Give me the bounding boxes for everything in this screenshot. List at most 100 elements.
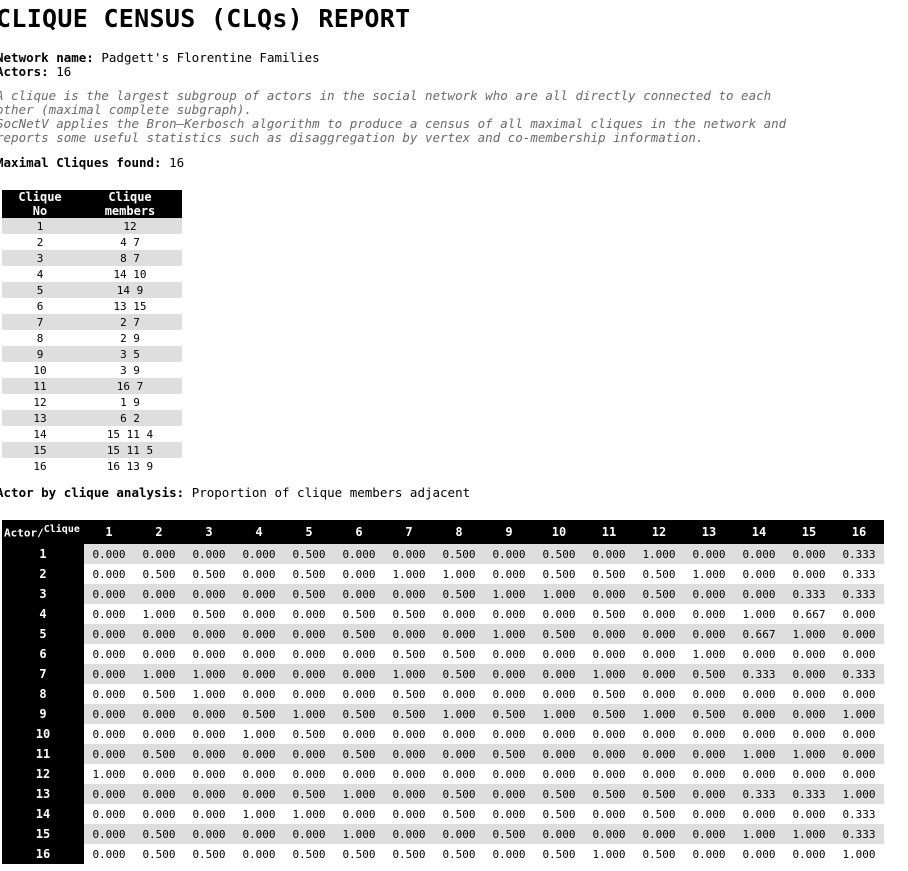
proportion-cell: 0.333 xyxy=(834,584,884,604)
proportion-cell: 0.500 xyxy=(534,784,584,804)
proportion-cell: 0.000 xyxy=(284,824,334,844)
clique-column-header: 15 xyxy=(784,520,834,544)
proportion-cell: 0.500 xyxy=(292,567,326,581)
actor-row: 3 0.000 0.000 0.000 0.000 0.500 0.000 0.000 0.50… xyxy=(2,584,884,604)
proportion-cell: 0.000 xyxy=(692,687,726,701)
proportion-cell: 0.000 xyxy=(92,807,126,821)
proportion-cell: 0.000 xyxy=(584,824,634,844)
proportion-cell: 1.000 xyxy=(834,704,884,724)
clique-column-header: 7 xyxy=(384,520,434,544)
actor-analysis-label: Actor by clique analysis: xyxy=(0,485,185,500)
proportion-cell: 0.000 xyxy=(584,744,634,764)
proportion-cell: 0.500 xyxy=(292,847,326,861)
proportion-cell: 0.000 xyxy=(184,584,234,604)
corner-actor-label: Actor/ xyxy=(4,526,44,540)
proportion-cell: 0.500 xyxy=(534,624,584,644)
clique-column-header: 8 xyxy=(434,520,484,544)
proportion-cell: 0.000 xyxy=(392,727,426,741)
description-line-2: other (maximal complete subgraph). xyxy=(0,102,252,117)
matrix-header-row: Actor/Clique 1 2 3 4 5 6 7 8 9 10 11 12 13 14 15 16 xyxy=(2,520,884,544)
proportion-cell: 0.500 xyxy=(584,704,634,724)
proportion-cell: 0.000 xyxy=(684,744,734,764)
proportion-cell: 0.000 xyxy=(434,744,484,764)
proportion-cell: 1.000 xyxy=(692,647,726,661)
clique-column-header: 11 xyxy=(584,520,634,544)
proportion-cell: 1.000 xyxy=(734,824,784,844)
clique-no-header: Clique No xyxy=(2,190,78,218)
proportion-cell: 0.000 xyxy=(184,744,234,764)
proportion-cell: 0.000 xyxy=(842,647,876,661)
proportion-cell: 0.000 xyxy=(242,687,276,701)
proportion-cell: 1.000 xyxy=(284,704,334,724)
proportion-cell: 0.000 xyxy=(634,824,684,844)
actor-analysis-line: Actor by clique analysis: Proportion of … xyxy=(0,485,470,500)
proportion-cell: 1.000 xyxy=(584,664,634,684)
actor-row-header: 16 xyxy=(2,844,84,864)
proportion-cell: 0.000 xyxy=(342,567,376,581)
proportion-cell: 0.000 xyxy=(592,647,626,661)
proportion-cell: 0.000 xyxy=(142,727,176,741)
proportion-cell: 0.000 xyxy=(84,544,134,564)
cliques-found-line: Maximal Cliques found: 16 xyxy=(0,155,184,170)
cliques-found-label: Maximal Cliques found: xyxy=(0,155,162,170)
clique-members-cell: 2 7 xyxy=(78,314,182,330)
clique-description: A clique is the largest subgroup of acto… xyxy=(0,89,786,145)
proportion-cell: 1.000 xyxy=(292,807,326,821)
clique-row: 15 15 11 5 xyxy=(2,442,182,458)
actor-row-header: 9 xyxy=(2,704,84,724)
proportion-cell: 0.000 xyxy=(734,704,784,724)
actor-row-header: 15 xyxy=(2,824,84,844)
proportion-cell: 0.333 xyxy=(842,567,876,581)
actor-row-header: 13 xyxy=(2,784,84,804)
clique-column-header: 2 xyxy=(134,520,184,544)
proportion-cell: 0.000 xyxy=(592,727,626,741)
proportion-cell: 0.000 xyxy=(442,727,476,741)
proportion-cell: 1.000 xyxy=(384,664,434,684)
proportion-cell: 0.000 xyxy=(92,847,126,861)
proportion-cell: 0.500 xyxy=(284,784,334,804)
proportion-cell: 0.000 xyxy=(84,584,134,604)
actor-row: 9 0.000 0.000 0.000 0.500 1.000 0.500 0.500 1.00… xyxy=(2,704,884,724)
proportion-cell: 1.000 xyxy=(634,544,684,564)
actor-row-header: 6 xyxy=(2,644,84,664)
proportion-cell: 0.333 xyxy=(784,784,834,804)
clique-members-cell: 12 xyxy=(78,218,182,234)
proportion-cell: 0.000 xyxy=(134,544,184,564)
actor-row-header: 2 xyxy=(2,564,84,584)
proportion-cell: 0.000 xyxy=(542,607,576,621)
proportion-cell: 0.000 xyxy=(192,727,226,741)
description-line-3: SocNetV applies the Bron–Kerbosch algori… xyxy=(0,116,787,131)
actor-analysis-subtitle: Proportion of clique members adjacent xyxy=(191,485,471,500)
clique-number-cell: 15 xyxy=(2,442,78,458)
proportion-cell: 0.000 xyxy=(442,607,476,621)
clique-row: 5 14 9 xyxy=(2,282,182,298)
proportion-cell: 0.500 xyxy=(334,744,384,764)
proportion-cell: 0.000 xyxy=(184,624,234,644)
proportion-cell: 1.000 xyxy=(92,767,126,781)
actor-row: 4 0.000 1.000 0.500 0.000 0.000 0.500 0.500 0.00… xyxy=(2,604,884,624)
proportion-cell: 0.000 xyxy=(634,664,684,684)
actor-row-header: 10 xyxy=(2,724,84,744)
proportion-cell: 0.000 xyxy=(492,767,526,781)
network-name-line: Network name: Padgett's Florentine Famil… xyxy=(0,51,320,65)
actor-row-header: 1 xyxy=(2,544,84,564)
actor-row-header: 11 xyxy=(2,744,84,764)
proportion-cell: 0.000 xyxy=(434,624,484,644)
proportion-cell: 0.000 xyxy=(542,687,576,701)
proportion-cell: 1.000 xyxy=(434,704,484,724)
proportion-cell: 0.000 xyxy=(634,744,684,764)
proportion-cell: 0.000 xyxy=(692,767,726,781)
clique-members-cell: 8 7 xyxy=(78,250,182,266)
proportion-cell: 0.500 xyxy=(342,847,376,861)
proportion-cell: 0.000 xyxy=(484,544,534,564)
proportion-cell: 0.000 xyxy=(342,647,376,661)
actor-row: 8 0.000 0.500 1.000 0.000 0.000 0.000 0.500 0.00… xyxy=(2,684,884,704)
proportion-cell: 0.000 xyxy=(92,687,126,701)
proportion-cell: 0.000 xyxy=(234,584,284,604)
proportion-cell: 0.000 xyxy=(342,767,376,781)
proportion-cell: 0.000 xyxy=(492,847,526,861)
actor-row-header: 14 xyxy=(2,804,84,824)
proportion-cell: 0.000 xyxy=(742,847,776,861)
